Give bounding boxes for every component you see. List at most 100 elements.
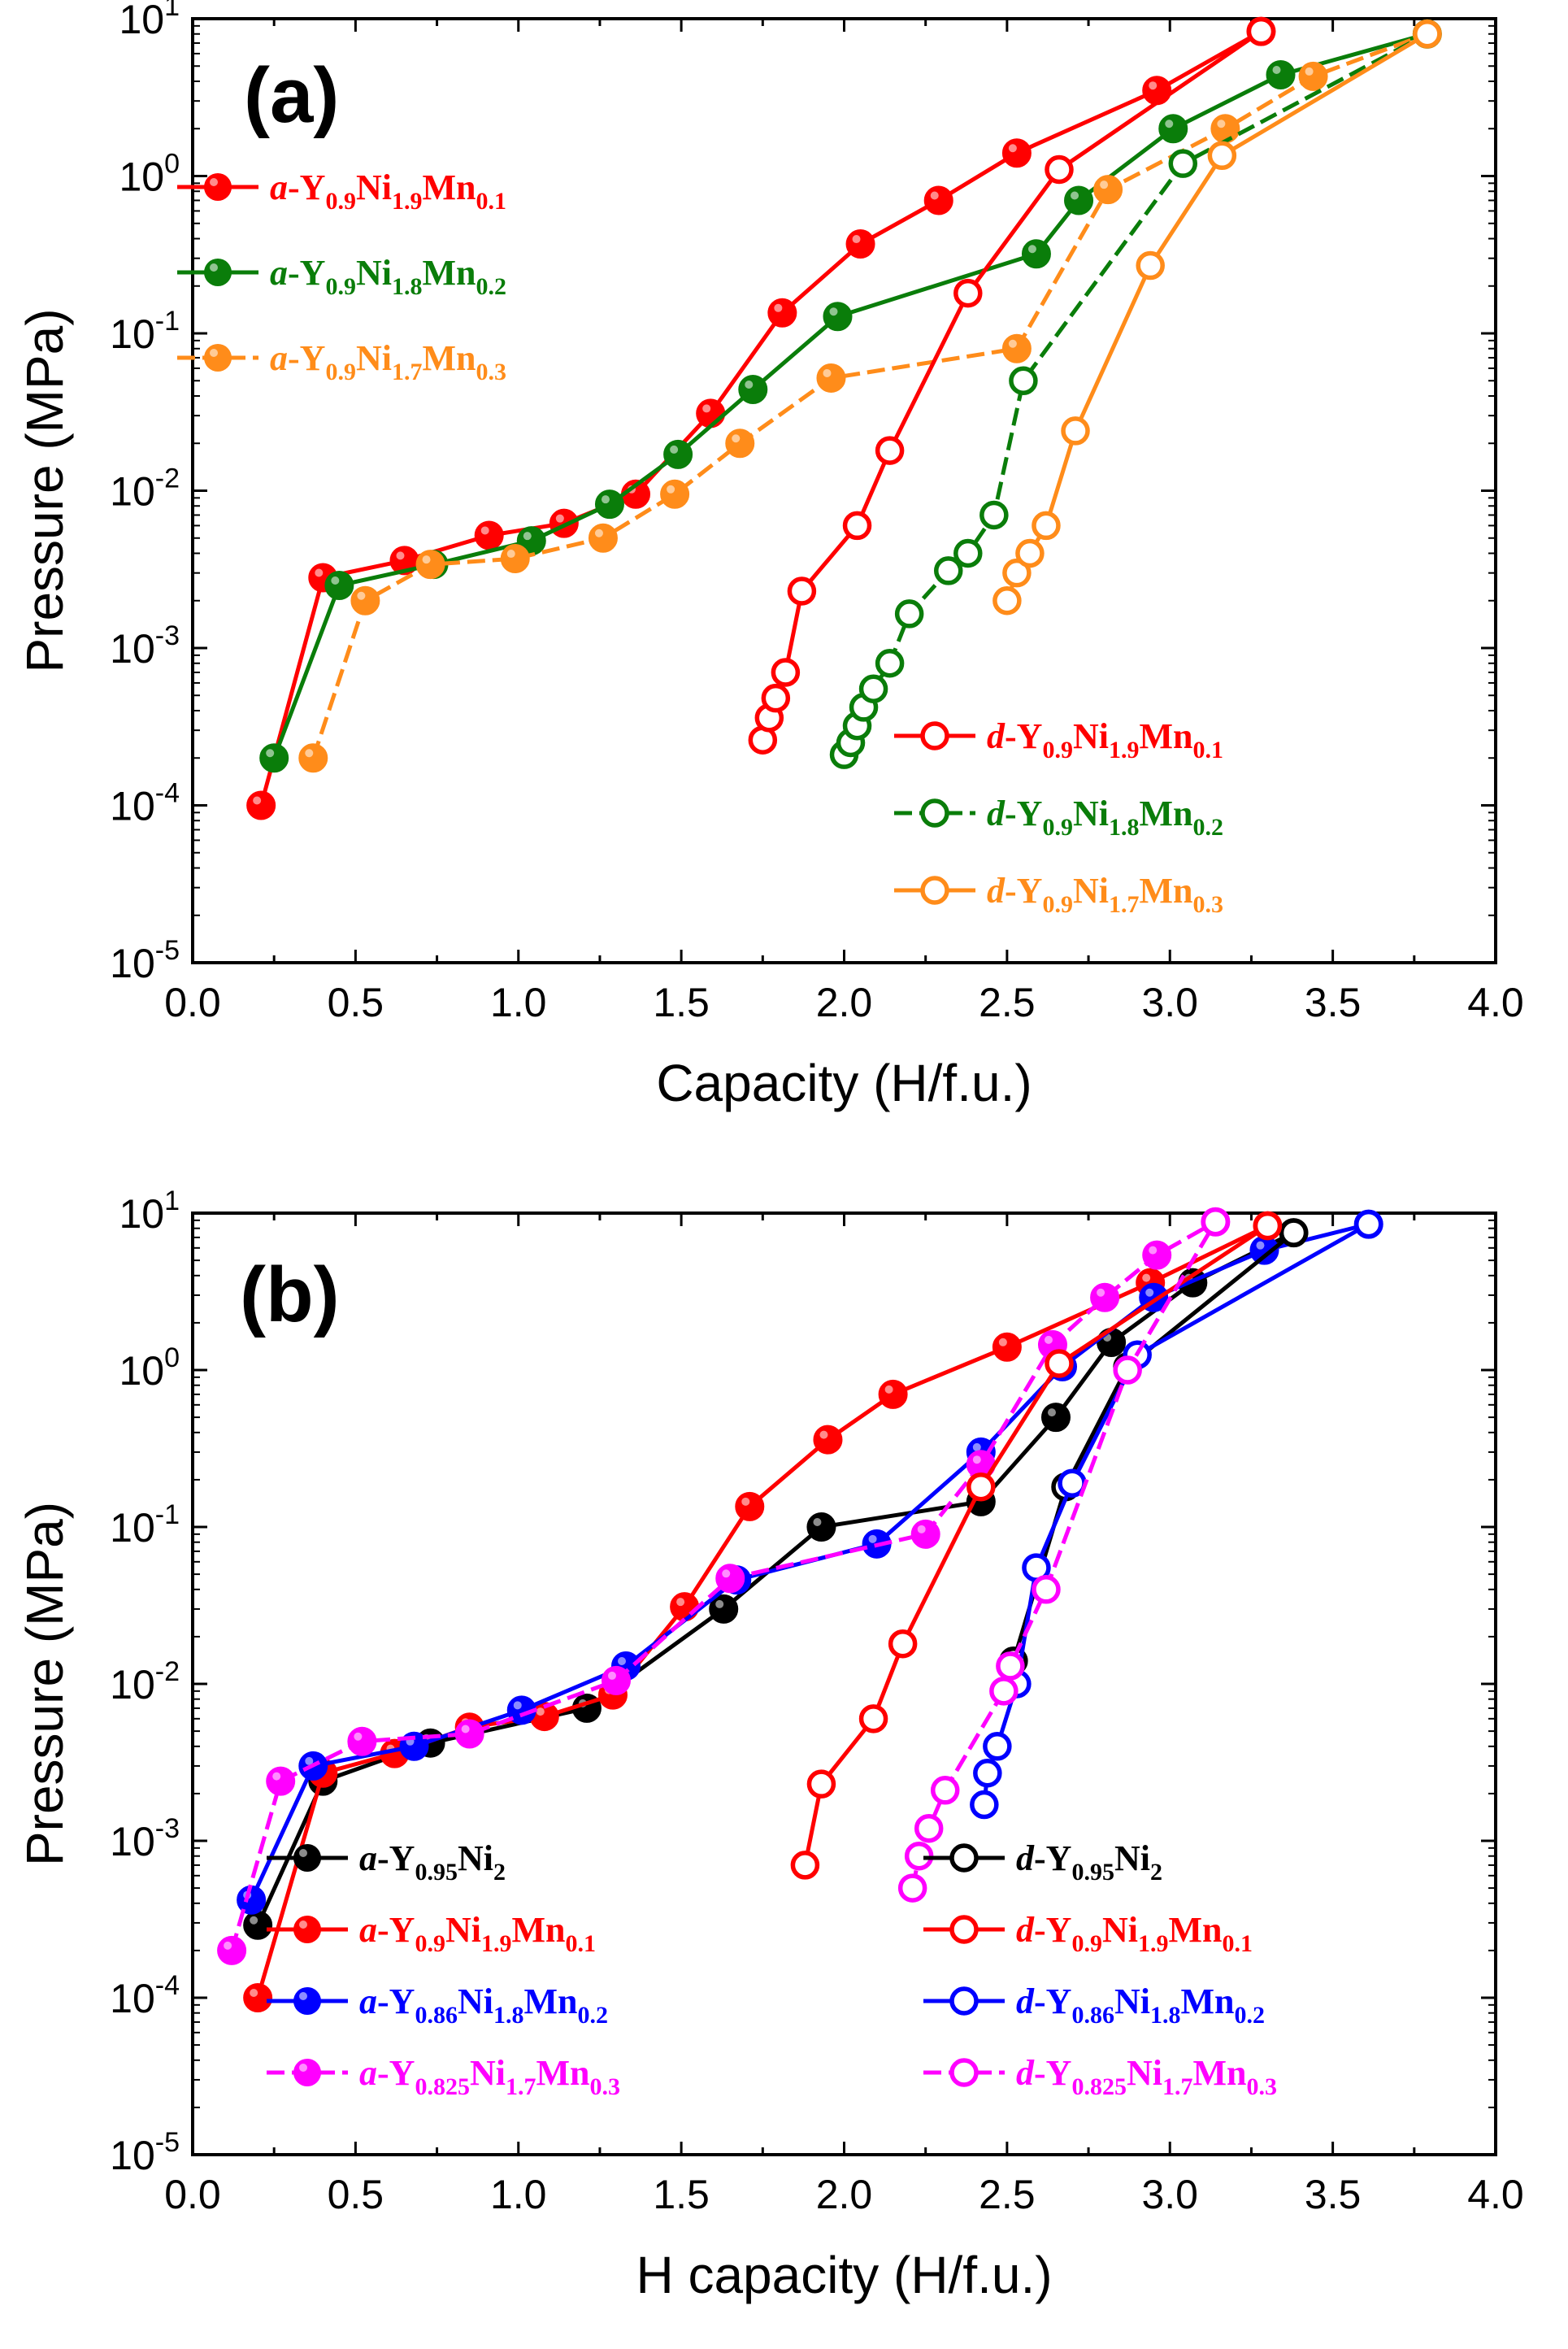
- data-point: [1113, 1355, 1142, 1385]
- legend-marker: [293, 1916, 321, 1943]
- data-point: [298, 743, 328, 773]
- data-point-highlight: [819, 1430, 828, 1439]
- data-point: [923, 185, 953, 215]
- x-tick-label: 0.0: [164, 980, 221, 1025]
- data-point: [243, 1910, 273, 1940]
- data-point: [894, 599, 924, 629]
- legend-marker: [204, 259, 232, 286]
- legend-marker-highlight: [210, 349, 218, 357]
- data-point: [1045, 154, 1074, 185]
- series-line: [258, 29, 1262, 807]
- x-tick-label: 3.0: [1141, 2172, 1198, 2217]
- data-point: [1001, 333, 1032, 363]
- legend-entry-d-Y0.9Ni1.9Mn0.1: d-Y0.9​Ni1.9​Mn0.1​: [923, 1910, 1253, 1957]
- data-point-highlight: [1165, 120, 1174, 128]
- data-point-highlight: [224, 1941, 232, 1950]
- y-tick-label: 10-2: [110, 1656, 180, 1707]
- data-point: [953, 538, 983, 568]
- plot-frame: [191, 17, 1497, 964]
- legend-entry-a-Y0.9Ni1.9Mn0.1: a-Y0.9​Ni1.9​Mn0.1​: [267, 1910, 596, 1957]
- data-point: [1279, 1218, 1309, 1247]
- legend-marker: [293, 2059, 321, 2086]
- y-tick-label: 10-2: [110, 463, 180, 515]
- legend-marker: [293, 1987, 321, 2015]
- data-point: [888, 1629, 918, 1659]
- data-point: [1015, 538, 1045, 568]
- data-point: [1045, 1349, 1074, 1378]
- y-tick-label: 10-5: [110, 935, 180, 986]
- data-point: [933, 556, 963, 585]
- data-point: [266, 1766, 296, 1796]
- data-point: [996, 1651, 1025, 1681]
- y-tick-label: 10-1: [110, 1499, 180, 1551]
- data-point-highlight: [1008, 339, 1017, 348]
- series-line: [271, 32, 1428, 759]
- data-point-highlight: [715, 1599, 724, 1608]
- data-point: [1032, 511, 1061, 541]
- x-tick-label: 2.0: [816, 2172, 873, 2217]
- y-tick-label: 101: [119, 1185, 180, 1237]
- legend-marker: [949, 2058, 979, 2087]
- x-axis-label: H capacity (H/f.u.): [636, 2246, 1052, 2304]
- legend-entry-d-Y0.9Ni1.7Mn0.3: d-Y0.9​Ni1.7​Mn0.3​: [894, 871, 1223, 918]
- x-tick-label: 1.5: [653, 2172, 710, 2217]
- data-point: [474, 520, 504, 550]
- legend-label: a-Y0.9​Ni1.9​Mn0.1​: [270, 167, 506, 215]
- data-point-highlight: [480, 526, 489, 535]
- data-point-highlight: [250, 1989, 258, 1997]
- y-tick-label: 100: [119, 1342, 180, 1394]
- y-tick-label: 100: [119, 149, 180, 200]
- legend-marker: [204, 173, 232, 201]
- data-point: [930, 1776, 960, 1805]
- data-point-highlight: [972, 1455, 981, 1464]
- data-point-highlight: [1142, 1273, 1151, 1282]
- series-d-Y0.9Ni1.7Mn0.3: [992, 20, 1442, 616]
- y-tick-label: 10-5: [110, 2127, 180, 2178]
- data-point-highlight: [272, 1772, 281, 1781]
- legend-marker: [920, 798, 949, 828]
- legend-entry-d-Y0.9Ni1.8Mn0.2: d-Y0.9​Ni1.8​Mn0.2​: [894, 794, 1223, 841]
- x-tick-label: 0.5: [328, 980, 384, 1025]
- data-point: [738, 374, 768, 404]
- data-point: [816, 363, 846, 393]
- data-point-highlight: [536, 1707, 545, 1716]
- data-point: [1090, 1282, 1120, 1312]
- data-point-highlight: [1044, 1335, 1053, 1344]
- data-point: [1266, 59, 1296, 89]
- data-point: [1064, 185, 1094, 215]
- data-point: [1201, 1207, 1231, 1237]
- data-point: [660, 479, 690, 509]
- x-tick-label: 3.0: [1141, 980, 1198, 1025]
- data-point-highlight: [868, 1534, 877, 1543]
- data-point-highlight: [617, 1657, 626, 1666]
- data-point-highlight: [354, 1732, 363, 1741]
- x-tick-label: 1.0: [490, 2172, 547, 2217]
- y-tick-label: 10-4: [110, 778, 180, 829]
- legend-marker-highlight: [299, 1921, 307, 1929]
- data-point: [1061, 416, 1090, 446]
- data-point-highlight: [1027, 245, 1036, 254]
- legend-entry-d-Y0.9Ni1.9Mn0.1: d-Y0.9​Ni1.9​Mn0.1​: [894, 716, 1223, 763]
- data-point-highlight: [823, 368, 832, 377]
- data-point: [914, 1813, 944, 1843]
- data-point-highlight: [315, 568, 324, 577]
- legend-label: d-Y0.9​Ni1.7​Mn0.3​: [987, 871, 1223, 918]
- data-point: [1210, 114, 1240, 144]
- data-point: [983, 1732, 1012, 1761]
- data-point: [992, 1332, 1022, 1362]
- x-axis-label: Capacity (H/f.u.): [656, 1054, 1032, 1112]
- legend-marker-highlight: [299, 2064, 307, 2072]
- data-point: [813, 1425, 843, 1455]
- legend-label: d-Y0.9​Ni1.9​Mn0.1​: [1016, 1910, 1253, 1957]
- legend-label: d-Y0.86​Ni1.8​Mn0.2​: [1016, 1981, 1265, 2029]
- y-tick-label: 10-3: [110, 1813, 180, 1864]
- series-line: [842, 32, 1428, 756]
- data-point: [1136, 250, 1165, 281]
- data-point: [1040, 1403, 1071, 1433]
- data-point: [735, 1491, 765, 1521]
- legend-label: d-Y0.9​Ni1.8​Mn0.2​: [987, 794, 1223, 841]
- x-tick-label: 4.0: [1467, 980, 1524, 1025]
- data-point-highlight: [305, 749, 314, 758]
- panel-a: 0.0 0.5 1.0 1.5 2.0 2.5 3.0 3.5 4.0 101 100 10-1 10-…: [15, 0, 1524, 1112]
- data-point-highlight: [722, 1569, 731, 1578]
